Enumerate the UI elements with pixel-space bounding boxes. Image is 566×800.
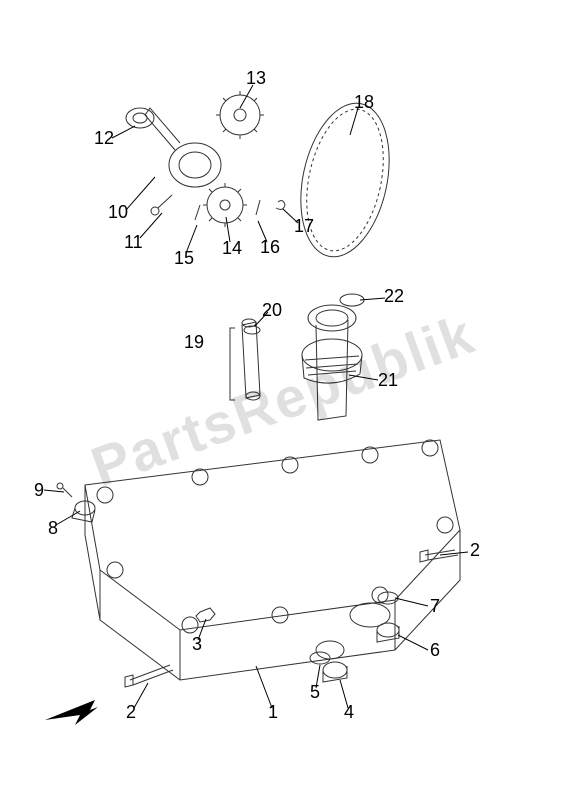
callout-20: 20 — [262, 300, 282, 321]
oil-pan-part — [85, 440, 460, 680]
exploded-diagram — [0, 0, 566, 800]
callout-16: 16 — [260, 237, 280, 258]
callout-8: 8 — [48, 518, 58, 539]
callout-11: 11 — [124, 232, 143, 253]
callout-17: 17 — [294, 216, 314, 237]
leader-lines — [44, 85, 468, 708]
callout-3: 3 — [192, 634, 202, 655]
callout-4: 4 — [344, 702, 354, 723]
callout-9: 9 — [34, 480, 44, 501]
relief-valve-part — [230, 319, 260, 400]
strainer-part — [302, 294, 364, 420]
oil-pump-part — [126, 91, 285, 227]
callout-7: 7 — [430, 596, 440, 617]
callout-5: 5 — [310, 682, 320, 703]
callout-2a: 2 — [470, 540, 480, 561]
callout-14: 14 — [222, 238, 242, 259]
bolt-part — [125, 550, 458, 687]
callout-18: 18 — [354, 92, 374, 113]
callout-1: 1 — [268, 702, 278, 723]
chain-part — [288, 95, 403, 265]
callout-19: 19 — [184, 332, 204, 353]
callout-15: 15 — [174, 248, 194, 269]
callout-10: 10 — [108, 202, 128, 223]
callout-13: 13 — [246, 68, 266, 89]
sensor-part — [57, 483, 95, 522]
callout-22: 22 — [384, 286, 404, 307]
callout-6: 6 — [430, 640, 440, 661]
callout-2b: 2 — [126, 702, 136, 723]
drain-plug-part — [310, 652, 347, 682]
direction-arrow-icon — [45, 700, 98, 725]
callout-21: 21 — [378, 370, 398, 391]
callout-12: 12 — [94, 128, 114, 149]
